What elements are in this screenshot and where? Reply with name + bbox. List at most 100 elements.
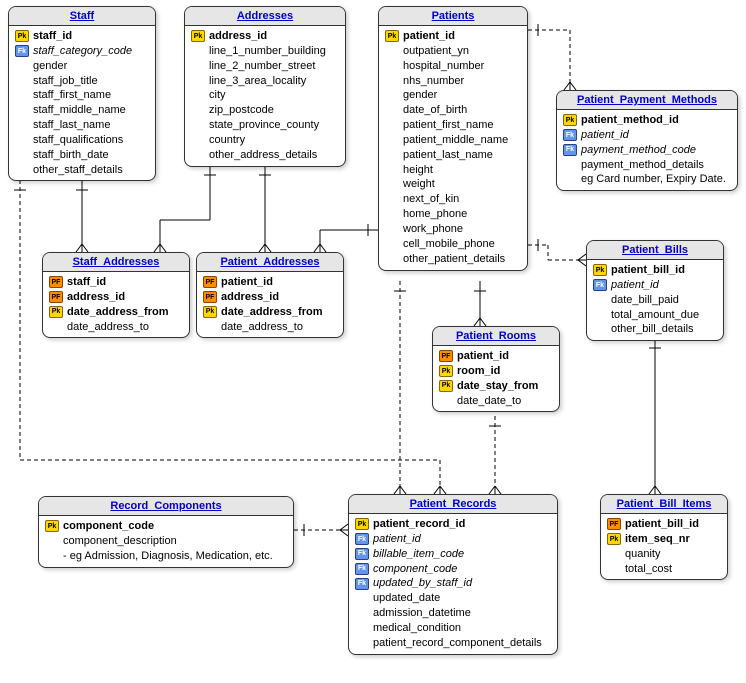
field-name: total_cost	[625, 562, 672, 577]
field-row: eg Card number, Expiry Date.	[563, 172, 731, 187]
field-name: date_address_from	[221, 305, 323, 320]
field-row: other_address_details	[191, 148, 339, 163]
field-row: staff_job_title	[15, 74, 149, 89]
field-name: component_code	[63, 519, 154, 534]
field-row: PF patient_bill_id	[607, 517, 721, 532]
field-name: medical_condition	[373, 621, 461, 636]
field-row: staff_last_name	[15, 118, 149, 133]
field-name: work_phone	[403, 222, 463, 237]
field-name: date_address_to	[221, 320, 303, 335]
pk-icon: Pk	[49, 306, 63, 318]
field-name: staff_job_title	[33, 74, 98, 89]
field-row: nhs_number	[385, 74, 521, 89]
field-row: updated_date	[355, 591, 551, 606]
field-name: date_date_to	[457, 394, 521, 409]
pf-icon: PF	[203, 291, 217, 303]
field-row: Pkdate_address_from	[203, 305, 337, 320]
field-name: patient_record_id	[373, 517, 465, 532]
fk-icon: Fk	[563, 129, 577, 141]
field-name: staff_last_name	[33, 118, 110, 133]
field-row: Pkcomponent_code	[45, 519, 287, 534]
entity-body: Pkpatient_bill_idFkpatient_iddate_bill_p…	[587, 260, 723, 340]
field-name: city	[209, 88, 226, 103]
field-row: total_amount_due	[593, 308, 717, 323]
field-name: patient_record_component_details	[373, 636, 542, 651]
field-name: gender	[403, 88, 437, 103]
field-row: hospital_number	[385, 59, 521, 74]
field-name: patient_first_name	[403, 118, 494, 133]
field-name: patient_middle_name	[403, 133, 508, 148]
field-name: date_address_to	[67, 320, 149, 335]
field-row: Fkcomponent_code	[355, 562, 551, 577]
field-name: staff_first_name	[33, 88, 111, 103]
field-row: line_3_area_locality	[191, 74, 339, 89]
field-name: updated_by_staff_id	[373, 576, 472, 591]
field-row: Pkpatient_bill_id	[593, 263, 717, 278]
entity-body: Pkaddress_idline_1_number_buildingline_2…	[185, 26, 345, 166]
entity-patient_bills: Patient_BillsPkpatient_bill_idFkpatient_…	[586, 240, 724, 341]
field-name: line_2_number_street	[209, 59, 315, 74]
field-row: Fkpatient_id	[355, 532, 551, 547]
entity-body: PFpatient_bill_idPkitem_seq_nrquanitytot…	[601, 514, 727, 579]
field-name: height	[403, 163, 433, 178]
entity-patients: PatientsPkpatient_idoutpatient_ynhospita…	[378, 6, 528, 271]
field-row: PFaddress_id	[203, 290, 337, 305]
field-row: PFpatient_id	[439, 349, 553, 364]
field-row: city	[191, 88, 339, 103]
field-row: other_bill_details	[593, 322, 717, 337]
field-name: quanity	[625, 547, 660, 562]
entity-addresses: AddressesPkaddress_idline_1_number_build…	[184, 6, 346, 167]
pf-icon: PF	[203, 276, 217, 288]
field-row: Pkroom_id	[439, 364, 553, 379]
field-row: Pkpatient_id	[385, 29, 521, 44]
entity-body: Pkpatient_idoutpatient_ynhospital_number…	[379, 26, 527, 270]
field-row: home_phone	[385, 207, 521, 222]
field-row: PFpatient_id	[203, 275, 337, 290]
entity-payment_methods: Patient_Payment_MethodsPkpatient_method_…	[556, 90, 738, 191]
field-name: outpatient_yn	[403, 44, 469, 59]
entity-title: Patient_Bill_Items	[601, 495, 727, 514]
field-row: Pkpatient_method_id	[563, 113, 731, 128]
fk-icon: Fk	[355, 563, 369, 575]
field-name: staff_category_code	[33, 44, 132, 59]
pk-icon: Pk	[607, 533, 621, 545]
field-row: Pkdate_address_from	[49, 305, 183, 320]
field-row: line_2_number_street	[191, 59, 339, 74]
field-row: date_date_to	[439, 394, 553, 409]
field-row: cell_mobile_phone	[385, 237, 521, 252]
field-row: patient_middle_name	[385, 133, 521, 148]
field-name: payment_method_code	[581, 143, 696, 158]
field-row: date_address_to	[49, 320, 183, 335]
field-row: country	[191, 133, 339, 148]
pk-icon: Pk	[191, 30, 205, 42]
field-row: staff_first_name	[15, 88, 149, 103]
field-name: patient_bill_id	[625, 517, 699, 532]
entity-patient_bill_items: Patient_Bill_ItemsPFpatient_bill_idPkite…	[600, 494, 728, 580]
field-row: date_address_to	[203, 320, 337, 335]
field-row: outpatient_yn	[385, 44, 521, 59]
entity-title: Staff_Addresses	[43, 253, 189, 272]
fk-icon: Fk	[563, 144, 577, 156]
field-row: date_of_birth	[385, 103, 521, 118]
pk-icon: Pk	[593, 264, 607, 276]
field-name: nhs_number	[403, 74, 464, 89]
field-name: line_3_area_locality	[209, 74, 306, 89]
entity-patient_rooms: Patient_RoomsPFpatient_idPkroom_idPkdate…	[432, 326, 560, 412]
field-row: Fkupdated_by_staff_id	[355, 576, 551, 591]
entity-staff: StaffPkstaff_idFkstaff_category_codegend…	[8, 6, 156, 181]
entity-patient_records: Patient_RecordsPkpatient_record_idFkpati…	[348, 494, 558, 655]
entity-patient_addresses: Patient_AddressesPFpatient_idPFaddress_i…	[196, 252, 344, 338]
field-row: Fkbillable_item_code	[355, 547, 551, 562]
entity-body: Pkpatient_record_idFkpatient_idFkbillabl…	[349, 514, 557, 654]
field-row: medical_condition	[355, 621, 551, 636]
field-name: updated_date	[373, 591, 440, 606]
field-name: payment_method_details	[581, 158, 704, 173]
entity-title: Addresses	[185, 7, 345, 26]
field-row: line_1_number_building	[191, 44, 339, 59]
entity-body: Pkstaff_idFkstaff_category_codegendersta…	[9, 26, 155, 180]
pf-icon: PF	[607, 518, 621, 530]
entity-title: Record_Components	[39, 497, 293, 516]
entity-body: Pkpatient_method_idFkpatient_idFkpayment…	[557, 110, 737, 190]
field-name: other_address_details	[209, 148, 317, 163]
field-name: next_of_kin	[403, 192, 459, 207]
